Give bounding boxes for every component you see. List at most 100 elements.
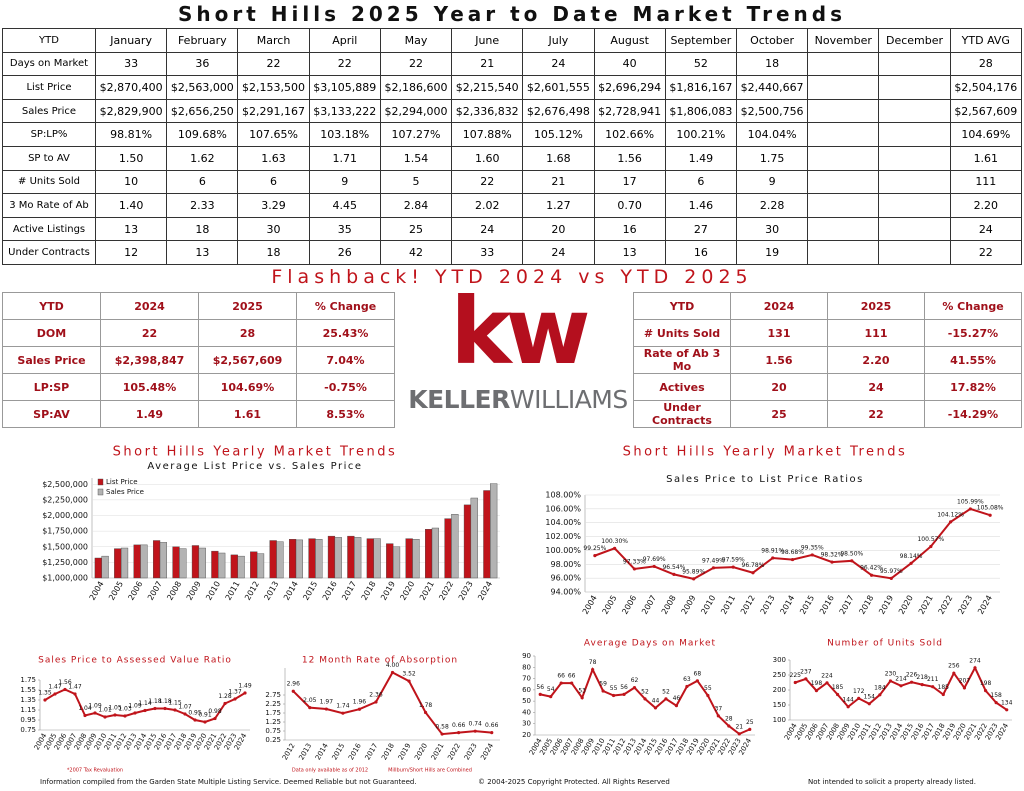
row: LP:SP 105.48% 104.69% -0.75% (2, 373, 395, 401)
bar (140, 544, 148, 579)
cell: $2,563,000 (166, 75, 239, 100)
value-label: 56 (536, 684, 544, 691)
value-label: 98.91% (761, 547, 784, 554)
cell: 40 (593, 51, 666, 77)
chart-subtitle: Average List Price vs. Sales Price (147, 461, 362, 472)
y-tick-label: 108.00% (545, 491, 581, 500)
x-tick-label: 2013 (297, 742, 313, 761)
bar (366, 538, 374, 579)
point (748, 727, 752, 731)
cell: $2,676,498 (522, 98, 595, 124)
row-label: DOM (2, 319, 101, 347)
chart-note: Millburn/Short Hills are Combined (388, 768, 472, 774)
row-label: Under Contracts (633, 400, 731, 428)
point (73, 692, 77, 696)
header-cell: June (451, 28, 524, 53)
value-label: 96.54% (662, 564, 685, 571)
legend-swatch (97, 478, 104, 486)
point (846, 705, 850, 709)
point (374, 700, 378, 704)
point (968, 507, 972, 511)
point (751, 571, 755, 575)
x-tick-label: 2017 (838, 594, 856, 616)
cell (807, 75, 880, 100)
point (825, 681, 829, 685)
bar (120, 547, 129, 579)
y-tick-label: $1,000,000 (42, 574, 88, 583)
cell: 16 (664, 240, 737, 265)
cell: 26 (308, 240, 381, 265)
value-label: 230 (885, 671, 897, 678)
cell: $1,816,167 (664, 75, 737, 100)
cell: 10 (94, 169, 168, 195)
value-label: 1.09 (128, 703, 142, 710)
bar (347, 535, 355, 579)
bar (237, 555, 245, 579)
value-label: 225 (790, 672, 802, 679)
cell: 2.84 (379, 193, 453, 218)
point (695, 679, 699, 683)
cell (807, 51, 880, 77)
bar (101, 555, 109, 579)
header-cell: March (237, 28, 310, 53)
bar (295, 539, 303, 579)
point (357, 707, 362, 711)
cell: 9 (308, 169, 381, 195)
value-label: 218 (916, 674, 928, 681)
cell: 24 (827, 373, 925, 401)
bar (276, 541, 284, 579)
point (203, 720, 207, 724)
value-label: 96.42% (860, 565, 883, 572)
point (869, 573, 874, 577)
point (652, 564, 656, 569)
cell: 1.56 (730, 346, 828, 374)
value-label: 1.07 (178, 704, 192, 711)
y-tick-label: 300 (773, 656, 786, 664)
value-label: 185 (938, 684, 950, 691)
value-label: 98.32% (821, 552, 844, 559)
cell: 1.61 (198, 400, 297, 428)
row-label: # Units Sold (633, 319, 731, 347)
bar (354, 537, 362, 579)
bar (444, 518, 452, 579)
header-cell: % Change (296, 292, 395, 320)
x-tick-label: 2019 (877, 594, 895, 616)
y-tick-label: 1.15 (20, 706, 36, 714)
value-label: 99.35% (801, 544, 824, 551)
point (538, 692, 542, 696)
value-label: 198 (811, 680, 823, 687)
header-cell: YTD AVG (949, 28, 1023, 53)
page-title: Short Hills 2025 Year to Date Market Tre… (178, 2, 846, 26)
value-label: 52 (662, 688, 670, 695)
cell: 17 (593, 169, 666, 195)
value-label: 44 (652, 697, 660, 704)
y-tick-label: 1.75 (20, 676, 36, 684)
cell: 35 (308, 216, 381, 242)
chart-title: Short Hills Yearly Market Trends (623, 445, 908, 460)
header-row: YTD 2024 2025% Change (633, 292, 1022, 320)
cell: 6 (664, 169, 737, 195)
point (173, 708, 177, 712)
point (457, 731, 461, 735)
cell: $3,133,222 (308, 98, 381, 124)
point (593, 554, 597, 558)
x-tick-label: 2006 (126, 580, 144, 602)
point (810, 553, 814, 557)
x-tick-label: 2023 (457, 580, 475, 602)
bar (463, 504, 472, 579)
point (1005, 708, 1009, 712)
point (580, 696, 584, 700)
value-label: 144 (842, 696, 854, 703)
cell: 131 (730, 319, 828, 347)
value-label: 62 (631, 677, 639, 684)
bar (386, 543, 394, 579)
bar (114, 548, 122, 579)
cell: 6 (237, 169, 310, 195)
point (790, 557, 795, 562)
point (324, 707, 328, 711)
row: SP:AV 1.49 1.61 8.53% (2, 400, 395, 428)
cell: $2,291,167 (237, 98, 310, 124)
cell: 111 (827, 319, 925, 347)
x-tick-label: 2005 (601, 594, 619, 616)
